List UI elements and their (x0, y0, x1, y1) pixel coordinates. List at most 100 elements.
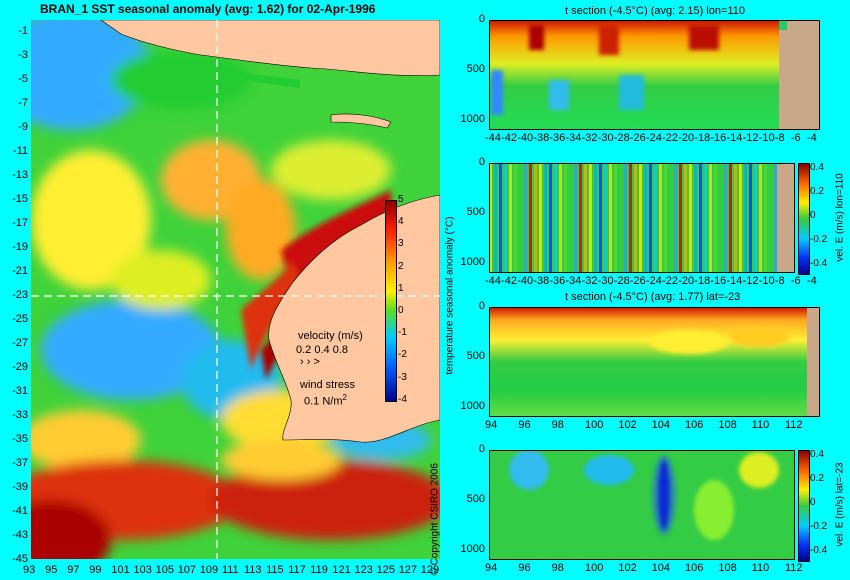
panel-x-tick: 102 (618, 419, 637, 431)
panel-x-tick: -32 (581, 275, 598, 287)
velocity-band (704, 163, 707, 273)
panel-x-tick: -6 (790, 275, 801, 287)
panel-x-tick: -4 (807, 275, 817, 287)
velocity-band (579, 163, 582, 273)
map-lat-tick: -25 (12, 313, 28, 325)
panel-x-tick: -24 (646, 275, 662, 287)
panel3-title: t section (-4.5°C) (avg: 1.77) lat=-23 (565, 291, 741, 303)
map-lat-tick: -3 (18, 49, 28, 61)
panel-x-tick: -42 (501, 275, 517, 287)
panel-x-tick: -36 (549, 275, 566, 287)
panel-x-tick: -44 (485, 275, 501, 287)
panel-x-tick: -10 (758, 275, 775, 287)
velocity-band (684, 163, 687, 273)
vel-colorbar-tick: 0.4 (810, 449, 824, 460)
panel-x-tick: -10 (758, 132, 775, 144)
velocity-band (554, 163, 557, 273)
panel-x-tick: -28 (613, 132, 630, 144)
wind-legend-scale: 0.1 N/m2 (304, 393, 347, 408)
velocity-band (774, 163, 777, 273)
sst-anomaly-map (31, 20, 440, 559)
panel-x-tick: 104 (651, 419, 671, 431)
vel-colorbar-tick: 0 (810, 497, 816, 508)
map-lat-tick: -23 (12, 289, 28, 301)
velocity-band (499, 163, 502, 273)
map-lat-tick: -29 (12, 361, 28, 373)
velocity-band (589, 163, 592, 273)
map-lon-tick: 113 (244, 564, 262, 576)
vel-colorbar-tick: -0.4 (810, 545, 828, 556)
velocity-band (529, 163, 532, 273)
map-lat-tick: -21 (12, 265, 28, 277)
vel-colorbar-tick: -0.2 (810, 234, 828, 245)
map-lat-tick: -5 (18, 73, 28, 85)
velocity-band (754, 163, 757, 273)
vel-colorbar-tick: 0.2 (810, 186, 824, 197)
map-lat-tick: -37 (12, 457, 28, 469)
vel-colorbar-tick: 0 (810, 210, 816, 221)
panel-x-tick: -16 (710, 132, 727, 144)
velocity-band (724, 163, 727, 273)
panel-x-tick: 102 (618, 562, 637, 574)
panel-x-tick: -16 (710, 275, 727, 287)
panel-x-tick: 112 (785, 562, 803, 574)
velocity-band (744, 163, 747, 273)
panel-x-tick: -38 (533, 275, 550, 287)
velocity-band (769, 163, 772, 273)
panel-x-tick: -18 (694, 275, 711, 287)
velocity-band (604, 163, 607, 273)
velocity-band (634, 163, 637, 273)
panel-x-tick: -12 (742, 132, 759, 144)
map-lat-tick: -33 (12, 409, 28, 421)
map-lon-tick: 103 (133, 564, 152, 576)
panel-depth-tick: 500 (466, 63, 485, 75)
panel-x-tick: -42 (501, 132, 517, 144)
panel-x-tick: -8 (774, 275, 785, 287)
velocity-legend-label: velocity (m/s) (298, 330, 363, 342)
velocity-arrows-icon: › › > (300, 356, 320, 368)
panel-x-tick: -36 (549, 132, 566, 144)
map-lat-tick: -31 (12, 385, 28, 397)
panel-x-tick: 98 (551, 419, 564, 431)
panel1-title: t section (-4.5°C) (avg: 2.15) lon=110 (565, 5, 745, 17)
panel-x-tick: -26 (629, 132, 646, 144)
temp-section-lat23 (489, 307, 820, 417)
panel-x-tick: -8 (774, 132, 785, 144)
velocity-band (584, 163, 587, 273)
velocity-band (599, 163, 602, 273)
vel-colorbar-tick: -0.4 (810, 258, 828, 269)
panel-x-tick: 106 (685, 419, 704, 431)
map-colorbar-label: temperature seasonal anomaly (°C) (444, 216, 456, 375)
map-lat-tick: -19 (12, 241, 28, 253)
map-lat-tick: -13 (12, 169, 28, 181)
panel-depth-tick: 0 (478, 156, 485, 168)
panel-x-tick: 108 (718, 419, 737, 431)
velocity-band (719, 163, 722, 273)
velocity-band (664, 163, 667, 273)
panel-x-tick: -40 (517, 275, 534, 287)
map-lon-tick: 95 (45, 564, 58, 576)
panel-x-tick: -40 (517, 132, 534, 144)
velocity-band (534, 163, 537, 273)
map-lon-tick: 111 (221, 564, 239, 576)
velocity-band (539, 163, 542, 273)
velocity-band (514, 163, 517, 273)
velocity-band (759, 163, 762, 273)
velocity-section-lat23 (489, 450, 795, 560)
panel-depth-tick: 500 (466, 206, 485, 218)
panel-x-tick: 112 (785, 419, 803, 431)
map-lon-tick: 93 (23, 564, 36, 576)
velocity-band (519, 163, 522, 273)
map-lon-tick: 127 (398, 564, 418, 576)
velocity-band (549, 163, 552, 273)
map-lat-tick: -35 (12, 433, 28, 445)
velocity-legend-scale: 0.2 0.4 0.8 (296, 344, 348, 356)
velocity-band (564, 163, 567, 273)
map-lon-tick: 115 (266, 564, 284, 576)
velocity-band (714, 163, 717, 273)
panel-x-tick: -14 (726, 132, 743, 144)
panel-depth-tick: 0 (478, 443, 485, 455)
vel-colorbar-1 (798, 163, 810, 275)
velocity-band (524, 163, 527, 273)
velocity-band (729, 163, 732, 273)
